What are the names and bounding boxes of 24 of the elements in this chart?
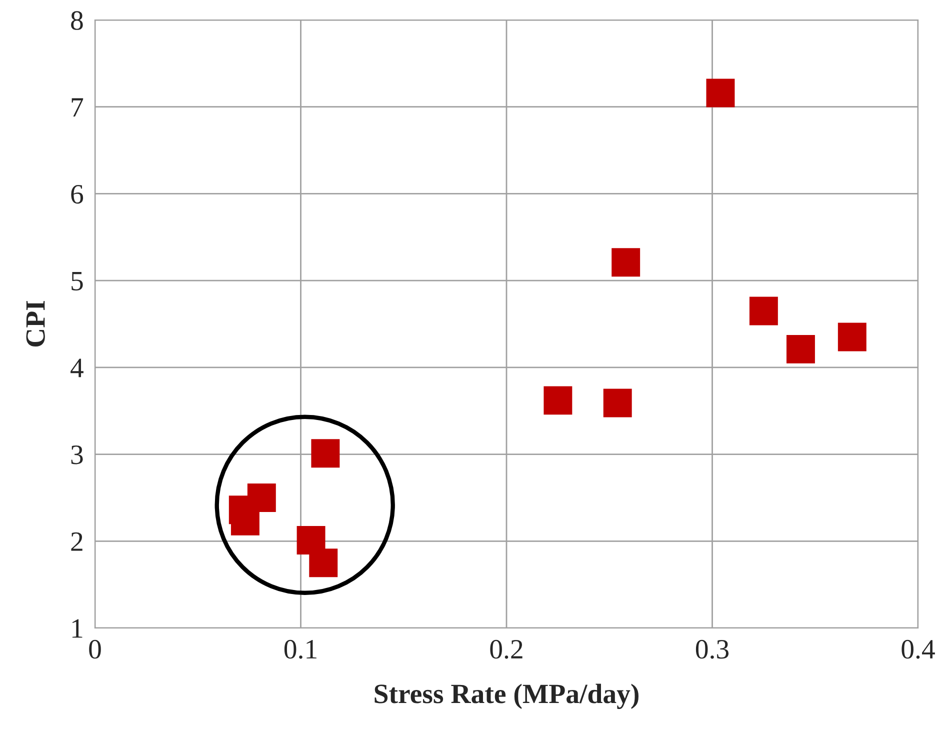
- point: [603, 388, 632, 418]
- point: [838, 322, 866, 352]
- y-tick-label: 5: [72, 272, 83, 290]
- point: [311, 439, 340, 468]
- y-tick-label: 8: [71, 11, 83, 30]
- point: [786, 334, 815, 364]
- x-axis-title: Stress Rate (MPa/day): [374, 684, 638, 710]
- x-tick-label: 0.1: [284, 640, 316, 659]
- x-tick-label: 0.2: [490, 640, 522, 659]
- point: [706, 78, 735, 108]
- y-tick-label: 6: [71, 184, 84, 204]
- y-tick-label: 7: [72, 98, 84, 116]
- y-axis-title: CPI: [26, 301, 45, 347]
- x-tick-label: 0: [89, 640, 101, 659]
- x-tick-label: 0.3: [696, 640, 729, 659]
- point: [612, 248, 640, 277]
- point: [749, 296, 778, 326]
- y-tick-label: 1: [72, 619, 82, 638]
- point: [309, 548, 338, 578]
- x-tick-label: 0.4: [902, 640, 935, 659]
- point: [544, 386, 572, 415]
- y-tick-label: 4: [70, 358, 84, 378]
- y-tick-label: 3: [71, 446, 83, 464]
- y-tick-label: 2: [71, 532, 82, 551]
